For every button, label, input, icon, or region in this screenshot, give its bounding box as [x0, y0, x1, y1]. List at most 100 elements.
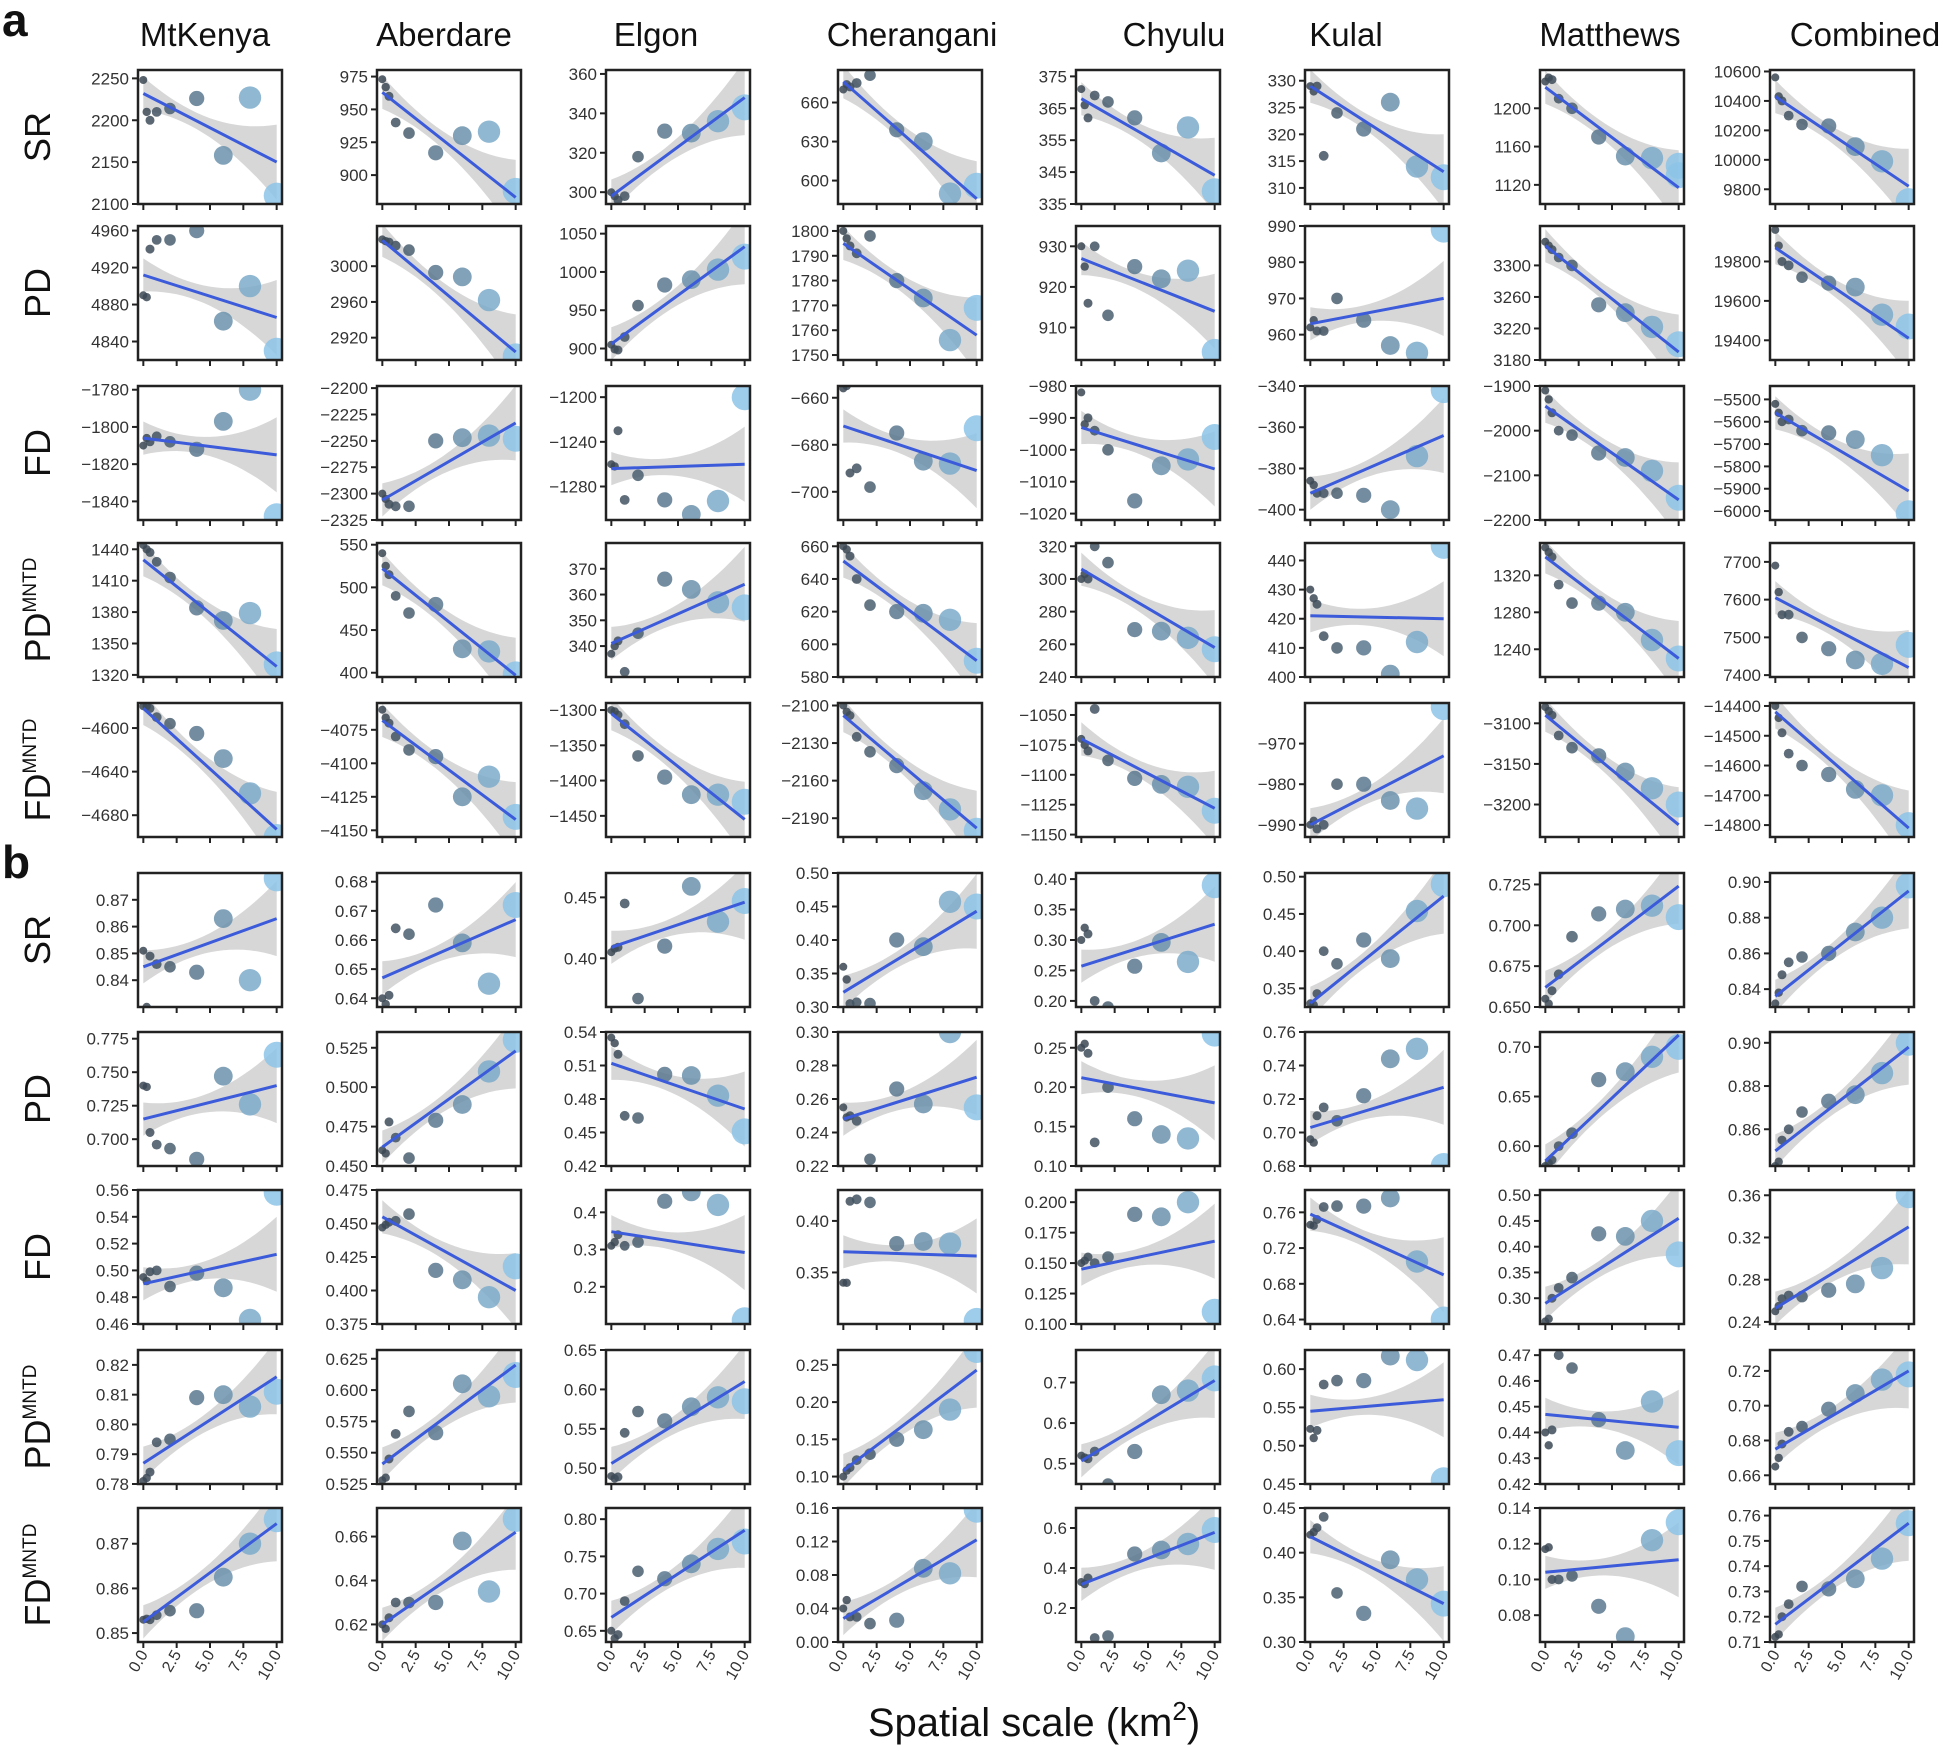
y-tick-label: 1380: [91, 603, 129, 622]
data-point: [1306, 585, 1315, 594]
y-tick-label: 0.35: [1263, 979, 1296, 998]
fit-line: [1081, 1239, 1215, 1271]
fit-line: [842, 1368, 978, 1472]
data-point: [1089, 704, 1100, 714]
data-point: [632, 992, 644, 1005]
y-tick-label: −5900: [1713, 480, 1761, 499]
data-point: [1870, 1547, 1894, 1570]
y-tick-label: 0.2: [573, 1278, 597, 1297]
confidence-band: [1310, 1520, 1444, 1642]
data-point: [913, 451, 933, 471]
data-point: [263, 1378, 282, 1405]
y-tick-label: 900: [340, 166, 368, 185]
data-point: [452, 126, 472, 146]
fit-line: [1544, 555, 1680, 660]
data-point: [1127, 493, 1143, 509]
data-point: [1895, 188, 1914, 204]
data-point: [378, 75, 387, 84]
plot-b-r2-c6: 0.30 0.35 0.40 0.45 0.50: [1498, 1186, 1686, 1330]
y-tick-label: 0.375: [325, 1315, 368, 1334]
confidence-band: [382, 1200, 516, 1324]
data-point: [1331, 642, 1343, 654]
data-point: [1405, 797, 1429, 820]
data-point: [1102, 754, 1114, 767]
y-tick-label: 500: [340, 578, 368, 597]
data-point: [428, 1112, 444, 1128]
fit-line: [1081, 1076, 1215, 1105]
y-tick-label: 0.68: [1728, 1431, 1761, 1450]
data-point: [1591, 1226, 1607, 1242]
y-tick-label: 2250: [91, 69, 129, 88]
data-point: [263, 1041, 282, 1068]
y-tick-label: 0.20: [1034, 992, 1067, 1011]
fit-line: [1309, 1535, 1445, 1605]
data-point: [1870, 1061, 1894, 1085]
y-tick-label: 400: [1268, 668, 1296, 687]
y-tick-label: 0.625: [325, 1350, 368, 1369]
plot-area: [607, 703, 750, 837]
data-point: [1591, 906, 1607, 922]
data-point: [963, 294, 982, 321]
plot-a-r0-c1: 900 925 950 975: [340, 68, 523, 210]
data-point: [263, 337, 282, 360]
data-point: [1566, 930, 1578, 943]
y-tick-label: 0.30: [796, 998, 829, 1017]
confidence-band: [1545, 1522, 1679, 1598]
data-point: [657, 492, 673, 508]
plot-area: [839, 1508, 982, 1636]
data-point: [452, 639, 472, 659]
data-point: [1201, 636, 1220, 663]
fit-line: [842, 559, 978, 662]
data-point: [1591, 445, 1607, 461]
data-point: [1821, 641, 1837, 657]
y-tick-label: 0.72: [1263, 1090, 1296, 1109]
data-point: [1783, 748, 1794, 759]
data-point: [1102, 1001, 1114, 1007]
y-tick-label: 450: [340, 621, 368, 640]
data-point: [1895, 1510, 1914, 1537]
y-tick-label: 0.45: [1263, 1475, 1296, 1494]
x-tick-label: 2.5: [1097, 1647, 1123, 1675]
plot-area: [1306, 386, 1449, 520]
y-tick-label: 0.25: [796, 1356, 829, 1375]
confidence-band: [143, 881, 277, 984]
plot-area: [1306, 1190, 1449, 1324]
y-tick-label: 0.50: [1498, 1186, 1531, 1205]
data-point: [1566, 597, 1578, 609]
data-point: [706, 783, 730, 806]
x-tick-label: 5.0: [193, 1647, 219, 1675]
plot-b-r3-c2: 0.50 0.55 0.60 0.65: [564, 1341, 752, 1490]
data-point: [1356, 1605, 1372, 1621]
data-point: [938, 1398, 962, 1421]
data-point: [238, 1093, 262, 1116]
y-tick-label: 410: [1268, 639, 1296, 658]
plot-b-r0-c0: 0.84 0.85 0.86 0.87: [96, 871, 284, 1013]
y-tick-label: 3220: [1493, 319, 1531, 338]
y-tick-label: 0.175: [1024, 1224, 1067, 1243]
y-tick-label: 19600: [1714, 292, 1761, 311]
data-point: [657, 938, 673, 954]
plot-area: [139, 1190, 282, 1324]
y-tick-label: 0.65: [335, 960, 368, 979]
plot-b-r0-c5: 0.35 0.40 0.45 0.50: [1263, 868, 1451, 1013]
data-point: [1541, 1428, 1550, 1437]
plot-area: [139, 1350, 282, 1484]
fit-line: [610, 900, 746, 949]
y-tick-label: −2000: [1483, 422, 1531, 441]
confidence-band: [611, 703, 745, 837]
data-point: [619, 1427, 630, 1438]
y-tick-label: 0.68: [335, 873, 368, 892]
plot-b-r1-c5: 0.68 0.70 0.72 0.74 0.76: [1263, 1023, 1451, 1176]
y-tick-label: 0.15: [1034, 1118, 1067, 1137]
y-tick-label: 320: [1039, 537, 1067, 556]
y-tick-label: −380: [1258, 459, 1296, 478]
plot-a-r0-c3: 600 630 660: [801, 68, 984, 210]
data-point: [477, 288, 501, 312]
column-title-mtkenya: MtKenya: [140, 16, 271, 53]
plot-area: [139, 226, 282, 360]
plot-area: [1077, 1191, 1220, 1324]
row-label-a-0: SR: [17, 112, 58, 162]
data-point: [428, 264, 444, 281]
data-point: [381, 1473, 390, 1482]
y-tick-label: −2160: [781, 772, 829, 791]
